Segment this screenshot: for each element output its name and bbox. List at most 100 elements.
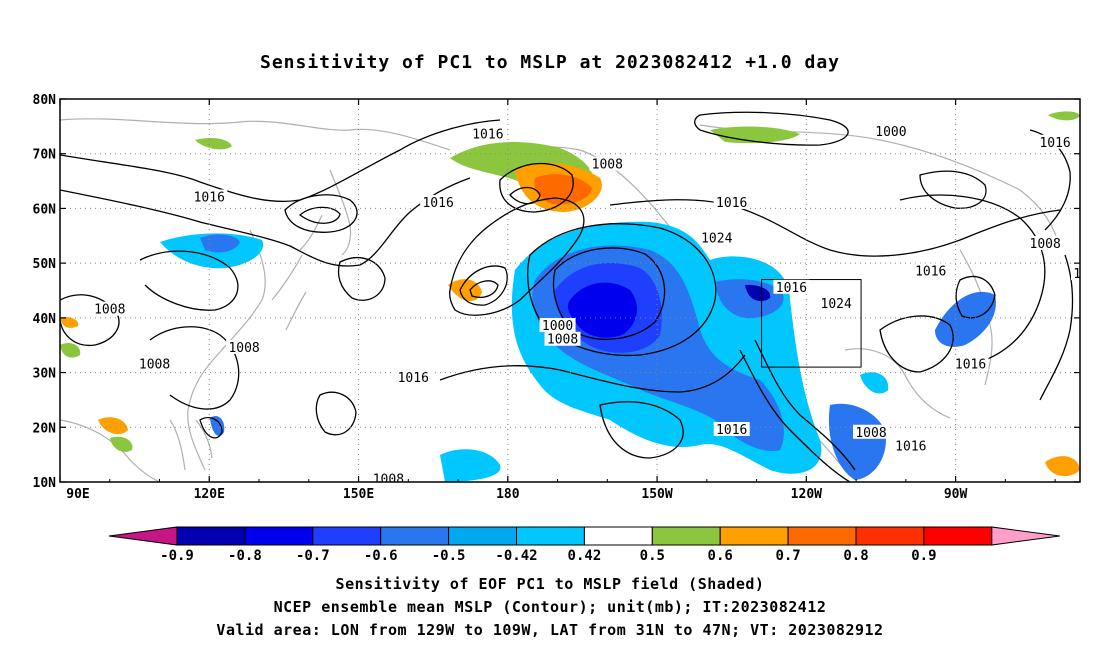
contour-label: 1008: [855, 426, 886, 441]
x-tick-label: 150E: [343, 487, 374, 502]
contour-label: 1016: [895, 439, 926, 454]
contour-label-bg: [469, 126, 506, 141]
shade-neg-core: [567, 282, 637, 338]
colorbar: -0.9 -0.8 -0.7 -0.6 -0.5 -0.42 0.42 0.5 0.6 0.7 0.…: [108, 526, 1060, 564]
sensitivity-shading: [60, 111, 1080, 482]
colorbar-label: 0.8: [843, 548, 868, 564]
colorbar-triangle-high: [991, 526, 1060, 546]
contour-line: [599, 401, 684, 459]
y-tick-label: 60N: [33, 202, 57, 217]
colorbar-label: 0.9: [911, 548, 936, 564]
contour-line: [955, 275, 996, 319]
x-tick-label: 120W: [791, 487, 822, 502]
colorbar-box: [787, 526, 857, 546]
y-tick-label: 30N: [33, 367, 57, 382]
colorbar-label: -0.6: [364, 548, 398, 564]
contour-line: [509, 186, 541, 205]
contour-label: 1016: [472, 128, 503, 143]
contour-label-bg: [818, 296, 855, 311]
shade-pos-orange-sw: [98, 417, 128, 435]
contour-label-bg: [191, 189, 228, 204]
shade-neg-south1: [440, 449, 501, 482]
contour-label-bg: [420, 194, 457, 209]
colorbar-label: 0.42: [568, 548, 602, 564]
y-tick-label: 40N: [33, 312, 57, 327]
contour-line: [139, 250, 239, 311]
y-tick-label: 20N: [33, 421, 57, 436]
contour-line: [1039, 254, 1074, 401]
shade-pos-orange-mid: [448, 279, 482, 302]
colorbar-box: [448, 526, 518, 546]
contour-label-bg: [698, 230, 735, 245]
contour-line: [879, 315, 954, 373]
contour-label: 1008: [94, 303, 125, 318]
contour-label: 1008: [228, 341, 259, 356]
contour-label-bg: [136, 356, 173, 371]
coast-korea-japan: [271, 214, 323, 331]
y-tick-label: 80N: [33, 93, 57, 108]
figure-title: Sensitivity of PC1 to MSLP at 2023082412…: [260, 52, 840, 73]
contour-label: 1024: [701, 232, 732, 247]
colorbar-label: -0.5: [432, 548, 466, 564]
contour-label-bg: [713, 194, 750, 209]
contour-label-bg: [952, 356, 989, 371]
contour-label-bg: [1037, 134, 1074, 149]
contour-label-bg: [1027, 235, 1064, 250]
contour-label-bg: [892, 438, 929, 453]
contour-label: 1016: [716, 423, 747, 438]
contour-label-bg: [91, 301, 128, 316]
colorbar-box: [855, 526, 925, 546]
shade-pos-green-w: [195, 138, 232, 150]
contour-line: [60, 177, 471, 267]
contour-line: [199, 417, 223, 439]
coast-gulf: [844, 348, 951, 419]
shade-neg-east2: [860, 372, 889, 394]
contour-label: 1024: [821, 297, 852, 312]
map-frame: [59, 98, 1081, 483]
colorbar-box: [244, 526, 314, 546]
contour-label: 1016: [915, 264, 946, 279]
contour-line: [469, 280, 499, 299]
y-tick-label: 10N: [33, 476, 57, 491]
contour-label-bg: [544, 331, 581, 346]
contour-label-bg: [713, 422, 750, 437]
contour-line: [60, 294, 120, 347]
contour-label: 1008: [592, 158, 623, 173]
y-tick-label: 70N: [33, 148, 57, 163]
contour-label: 1008: [1030, 237, 1061, 252]
shade-neg-small: [210, 415, 225, 436]
shade-pos-orange-left: [60, 317, 79, 328]
caption-line-1: Sensitivity of EOF PC1 to MSLP field (Sh…: [336, 575, 765, 593]
contour-label: 1000: [542, 319, 573, 334]
contour-label: 101: [1073, 267, 1096, 282]
colorbar-box: [380, 526, 450, 546]
map-grid: [60, 99, 1080, 482]
contour-line: [694, 111, 849, 146]
colorbar-box: [176, 526, 246, 546]
contour-line: [149, 326, 240, 410]
coast-east-asia: [187, 229, 266, 471]
contour-label: 1016: [398, 371, 429, 386]
shade-pos-green-ne: [1048, 111, 1080, 121]
contour-labels: 1016 1000 1016 1008 1016 1016 1016 1024 1008 1016…: [91, 123, 1096, 487]
colorbar-label: 0.7: [775, 548, 800, 564]
contour-line: [459, 265, 508, 306]
colorbar-label: -0.7: [296, 548, 330, 564]
contour-line: [739, 349, 851, 482]
shade-pos-green-left: [60, 343, 81, 358]
colorbar-box: [719, 526, 789, 546]
colorbar-box: [651, 526, 721, 546]
contour-label: 1000: [875, 125, 906, 140]
x-tick-label: 150W: [641, 487, 672, 502]
contour-label-bg: [773, 279, 810, 294]
contour-label: 1016: [422, 196, 453, 211]
contour-line: [754, 339, 856, 471]
contour-label: 1016: [1039, 136, 1070, 151]
caption-line-3: Valid area: LON from 129W to 109W, LAT f…: [216, 621, 883, 639]
contour-label-bg: [1070, 266, 1080, 281]
contour-line: [337, 257, 386, 301]
shade-neg-box: [715, 279, 784, 319]
contour-label-bg: [872, 123, 909, 138]
contour-label: 1008: [373, 472, 404, 487]
